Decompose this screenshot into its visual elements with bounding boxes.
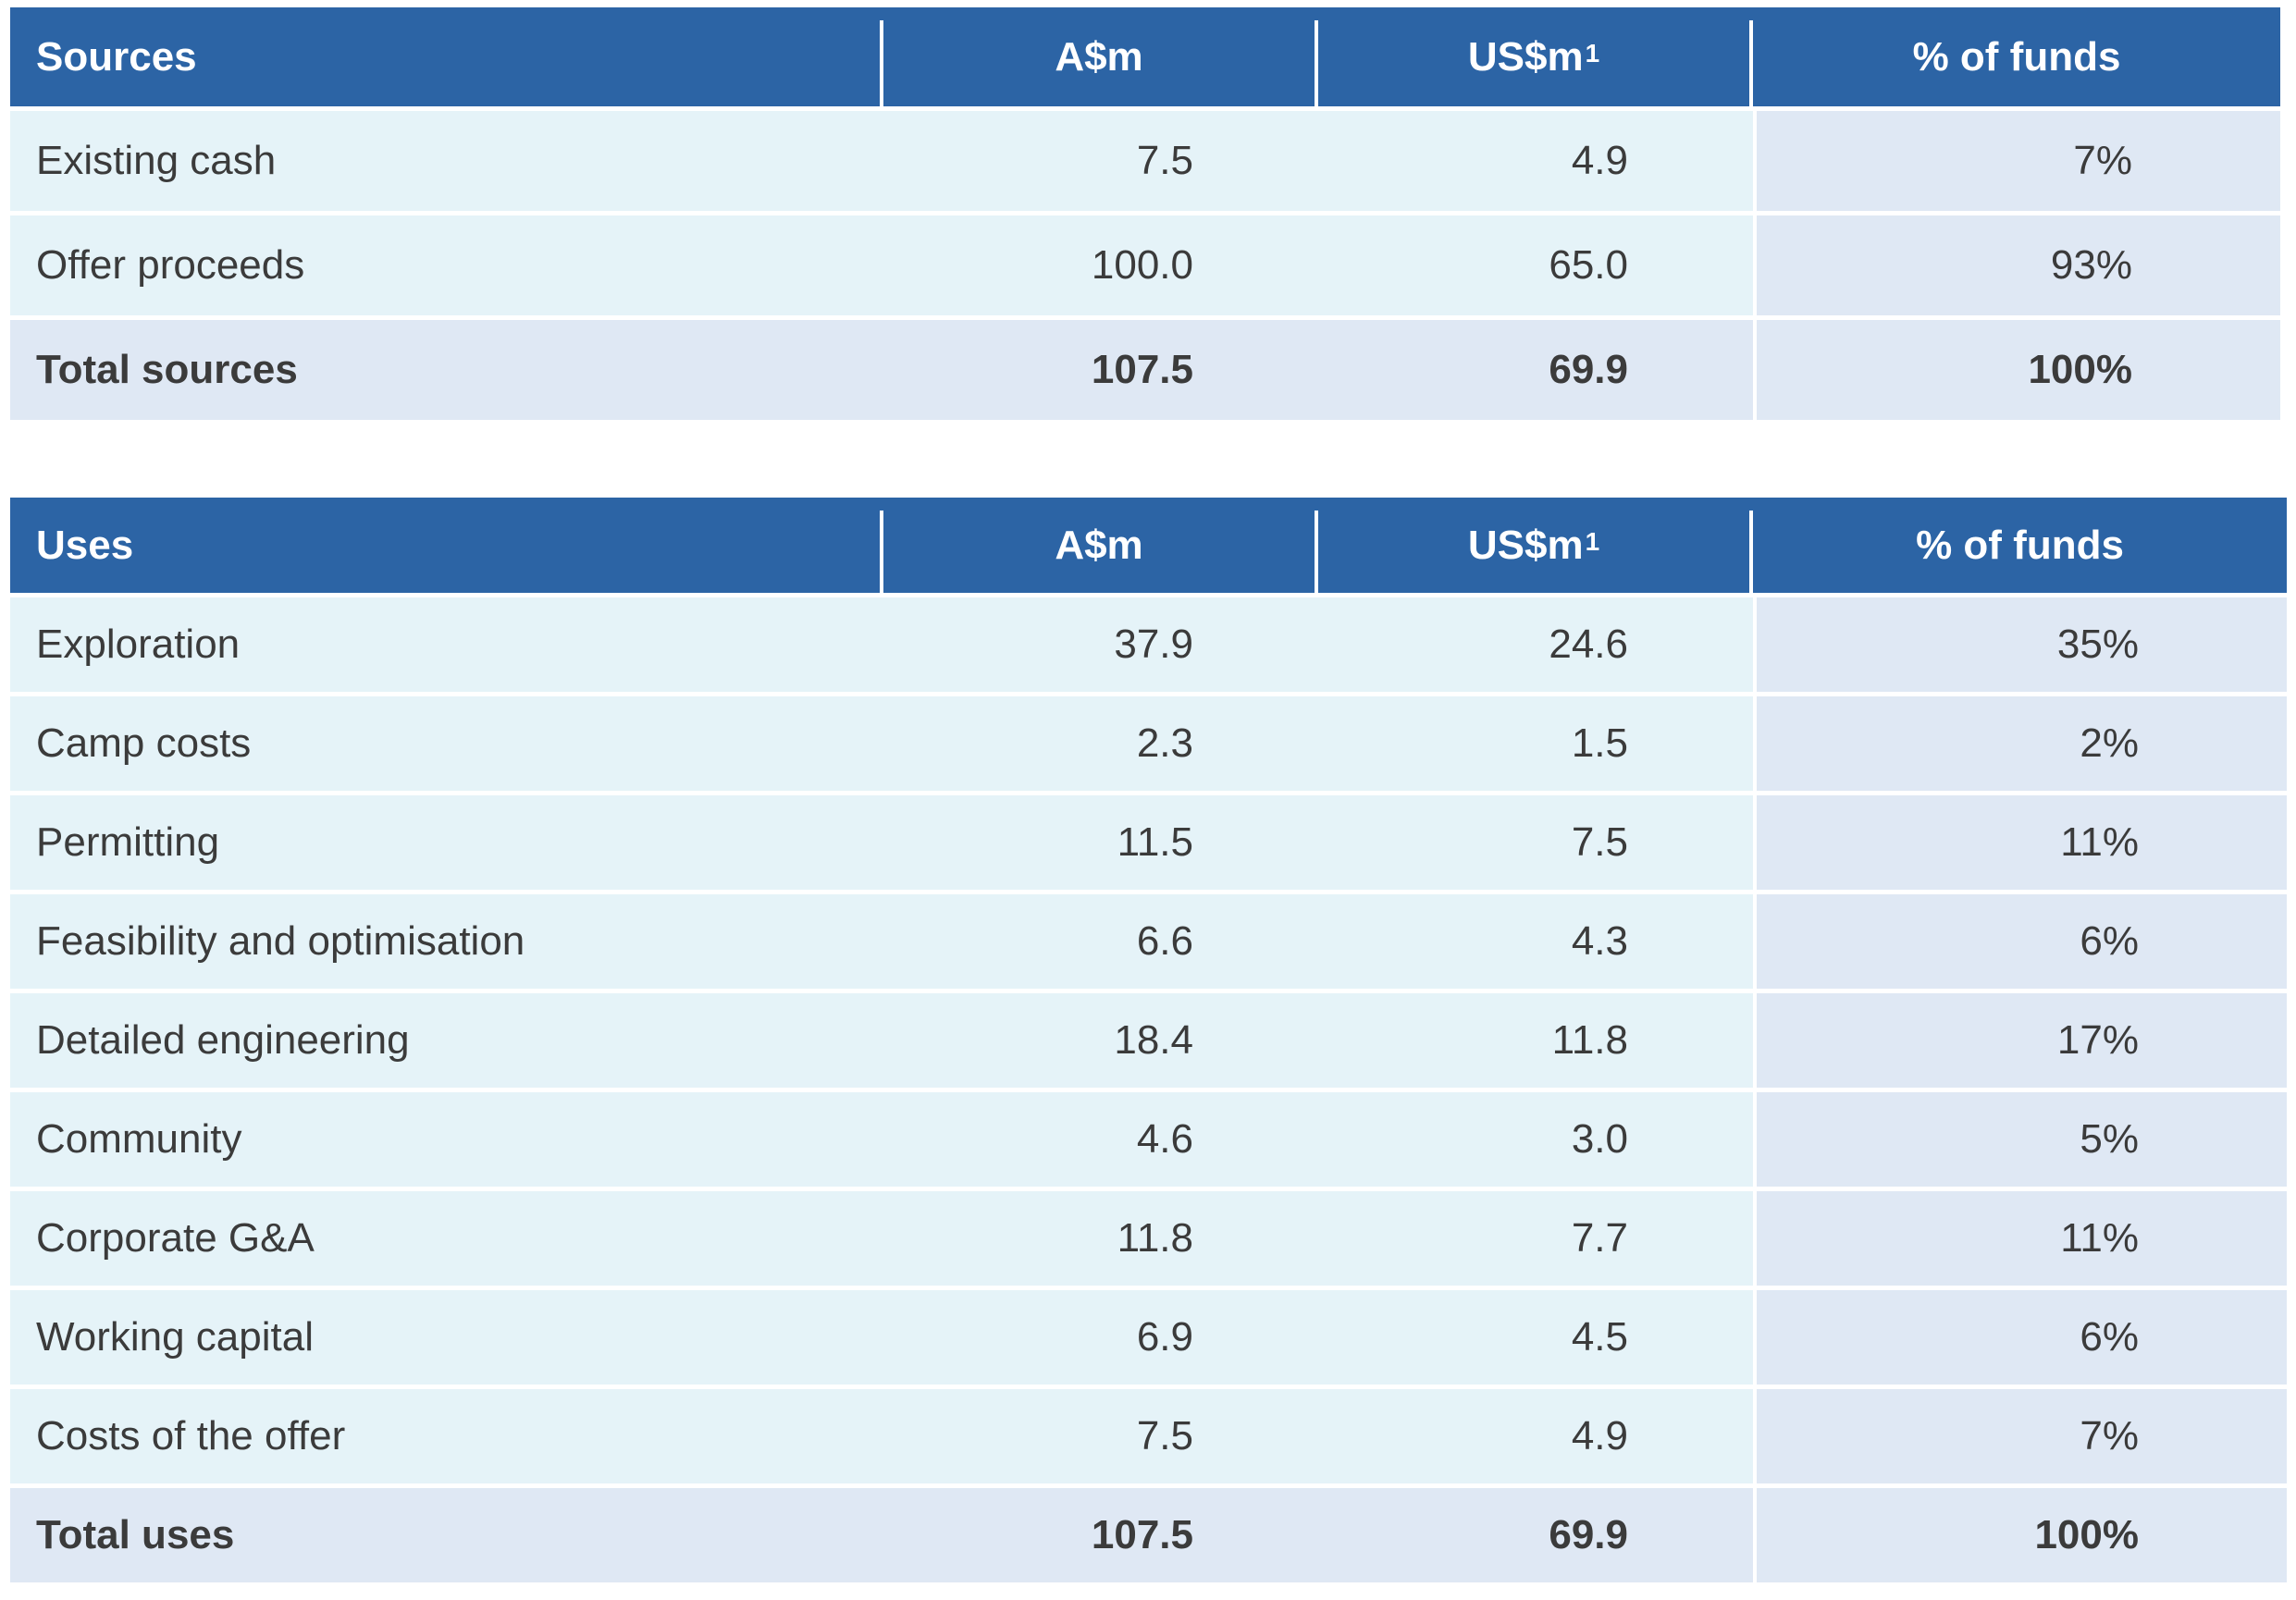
total-pct: 100% — [1753, 1488, 2287, 1582]
row-pct: 6% — [1753, 1290, 2287, 1385]
row-label: Community — [10, 1092, 883, 1187]
row-label: Costs of the offer — [10, 1389, 883, 1483]
row-aud: 18.4 — [883, 993, 1318, 1088]
row-usd: 24.6 — [1318, 597, 1753, 692]
sources-table: Sources A$m US$m 1 % of funds Existing ca… — [10, 7, 2280, 420]
row-usd: 4.3 — [1318, 894, 1753, 989]
row-aud: 6.6 — [883, 894, 1318, 989]
total-pct: 100% — [1753, 320, 2280, 420]
row-label: Detailed engineering — [10, 993, 883, 1088]
uses-header-label: Uses — [10, 511, 883, 593]
total-usd: 69.9 — [1318, 320, 1753, 420]
sources-header-usd-text: US$m — [1467, 33, 1584, 80]
row-label: Feasibility and optimisation — [10, 894, 883, 989]
row-label: Offer proceeds — [10, 215, 883, 315]
total-label: Total uses — [10, 1488, 883, 1582]
table-row: Existing cash 7.5 4.9 7% — [10, 106, 2280, 211]
row-usd: 11.8 — [1318, 993, 1753, 1088]
row-pct: 17% — [1753, 993, 2287, 1088]
uses-header-usd-text: US$m — [1467, 522, 1584, 568]
row-pct: 93% — [1753, 215, 2280, 315]
row-label: Exploration — [10, 597, 883, 692]
table-row: Permitting 11.5 7.5 11% — [10, 791, 2287, 890]
row-usd: 7.7 — [1318, 1191, 1753, 1286]
uses-header-usd: US$m 1 — [1318, 511, 1753, 593]
row-pct: 7% — [1753, 111, 2280, 211]
uses-header-usd-footnote: 1 — [1585, 526, 1600, 556]
uses-total-row: Total uses 107.5 69.9 100% — [10, 1483, 2287, 1582]
row-pct: 11% — [1753, 1191, 2287, 1286]
table-row: Exploration 37.9 24.6 35% — [10, 593, 2287, 692]
total-aud: 107.5 — [883, 1488, 1318, 1582]
row-usd: 3.0 — [1318, 1092, 1753, 1187]
row-aud: 6.9 — [883, 1290, 1318, 1385]
total-label: Total sources — [10, 320, 883, 420]
row-pct: 5% — [1753, 1092, 2287, 1187]
row-aud: 11.8 — [883, 1191, 1318, 1286]
table-row: Feasibility and optimisation 6.6 4.3 6% — [10, 890, 2287, 989]
row-pct: 35% — [1753, 597, 2287, 692]
sources-header-label: Sources — [10, 20, 883, 106]
row-usd: 4.9 — [1318, 1389, 1753, 1483]
row-pct: 6% — [1753, 894, 2287, 989]
uses-header-aud: A$m — [883, 511, 1318, 593]
sources-total-row: Total sources 107.5 69.9 100% — [10, 315, 2280, 420]
uses-table: Uses A$m US$m 1 % of funds Exploration 37… — [10, 498, 2287, 1582]
table-row: Offer proceeds 100.0 65.0 93% — [10, 211, 2280, 315]
row-label: Corporate G&A — [10, 1191, 883, 1286]
row-aud: 100.0 — [883, 215, 1318, 315]
row-usd: 7.5 — [1318, 795, 1753, 890]
row-aud: 7.5 — [883, 111, 1318, 211]
table-row: Costs of the offer 7.5 4.9 7% — [10, 1385, 2287, 1483]
row-aud: 11.5 — [883, 795, 1318, 890]
row-usd: 65.0 — [1318, 215, 1753, 315]
row-pct: 7% — [1753, 1389, 2287, 1483]
row-label: Permitting — [10, 795, 883, 890]
row-label: Working capital — [10, 1290, 883, 1385]
row-aud: 37.9 — [883, 597, 1318, 692]
row-usd: 4.9 — [1318, 111, 1753, 211]
total-usd: 69.9 — [1318, 1488, 1753, 1582]
table-row: Working capital 6.9 4.5 6% — [10, 1286, 2287, 1385]
row-pct: 11% — [1753, 795, 2287, 890]
uses-header-pct: % of funds — [1916, 522, 2124, 568]
sources-header-usd: US$m 1 — [1318, 20, 1753, 106]
uses-header-row: Uses A$m US$m 1 % of funds — [10, 498, 2287, 593]
row-usd: 4.5 — [1318, 1290, 1753, 1385]
sources-header-aud: A$m — [883, 20, 1318, 106]
table-row: Corporate G&A 11.8 7.7 11% — [10, 1187, 2287, 1286]
table-row: Camp costs 2.3 1.5 2% — [10, 692, 2287, 791]
row-usd: 1.5 — [1318, 696, 1753, 791]
row-aud: 4.6 — [883, 1092, 1318, 1187]
sources-header-usd-footnote: 1 — [1585, 38, 1600, 68]
table-row: Community 4.6 3.0 5% — [10, 1088, 2287, 1187]
table-row: Detailed engineering 18.4 11.8 17% — [10, 989, 2287, 1088]
row-pct: 2% — [1753, 696, 2287, 791]
total-aud: 107.5 — [883, 320, 1318, 420]
sources-header-row: Sources A$m US$m 1 % of funds — [10, 7, 2280, 106]
row-label: Existing cash — [10, 111, 883, 211]
sources-header-pct: % of funds — [1912, 33, 2121, 80]
row-aud: 2.3 — [883, 696, 1318, 791]
row-aud: 7.5 — [883, 1389, 1318, 1483]
row-label: Camp costs — [10, 696, 883, 791]
